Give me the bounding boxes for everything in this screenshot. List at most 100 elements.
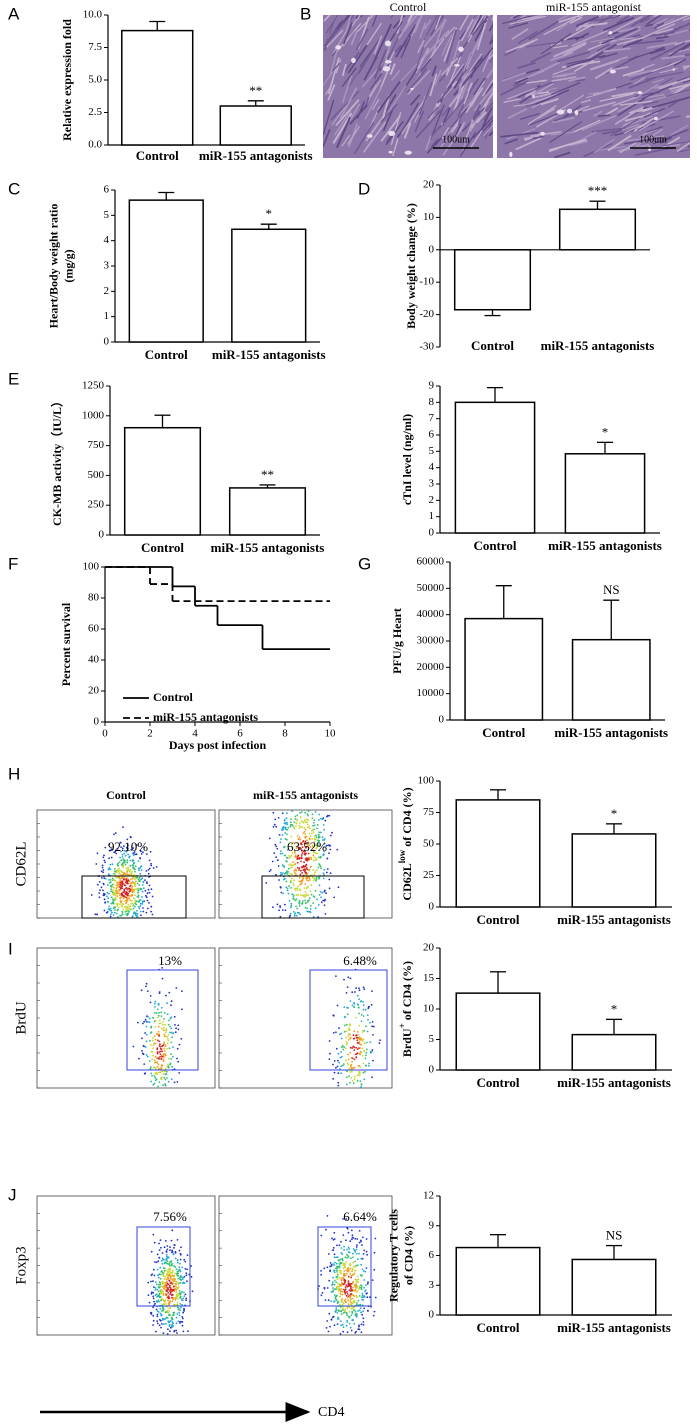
event-dot [144, 879, 146, 881]
event-dot [166, 1290, 168, 1292]
event-dot [128, 906, 131, 908]
y-tick-label: 5 [104, 209, 110, 221]
event-dot [127, 866, 129, 869]
event-dot [172, 1285, 175, 1288]
event-dot [134, 865, 137, 868]
event-dot [145, 896, 148, 899]
fiber [458, 121, 466, 133]
event-dot [139, 903, 142, 905]
event-dot [360, 1331, 363, 1334]
event-dot [318, 813, 321, 816]
event-dot [177, 1284, 180, 1286]
lumen [556, 109, 565, 115]
event-dot [313, 856, 315, 859]
event-dot [361, 1298, 363, 1301]
fiber [590, 37, 615, 43]
event-dot [174, 1257, 177, 1260]
fiber [369, 15, 373, 18]
event-dot [131, 860, 134, 862]
event-dot [343, 1030, 346, 1033]
event-dot [163, 1049, 166, 1052]
event-dot [342, 1234, 345, 1236]
event-dot [176, 1313, 179, 1315]
event-dot [299, 822, 301, 824]
event-dot [315, 836, 318, 839]
event-dot [125, 887, 127, 890]
event-dot [312, 859, 315, 862]
fiber [452, 84, 465, 112]
fiber [659, 136, 672, 144]
fiber [440, 138, 449, 148]
y-tick-label: 7 [429, 412, 435, 424]
event-dot [152, 1280, 154, 1283]
event-dot [340, 1310, 343, 1312]
event-dot [358, 1324, 360, 1327]
fiber [652, 17, 668, 27]
event-dot [340, 1247, 343, 1249]
y-tick-label: 0 [429, 1064, 435, 1076]
event-dot [166, 1309, 169, 1312]
event-dot [360, 1083, 363, 1085]
event-dot [176, 1306, 179, 1309]
event-dot [110, 856, 113, 859]
fiber [486, 67, 493, 79]
event-dot [350, 1301, 352, 1304]
event-dot [286, 856, 289, 859]
event-dot [142, 1053, 145, 1056]
event-dot [168, 1280, 171, 1282]
event-dot [182, 1282, 184, 1285]
event-dot [179, 1278, 181, 1281]
event-dot [340, 1284, 342, 1287]
event-dot [117, 870, 120, 873]
event-dot [297, 893, 300, 896]
event-dot [355, 1037, 358, 1039]
event-dot [312, 851, 315, 854]
fiber [389, 63, 396, 75]
fiber [400, 100, 425, 135]
fiber [373, 23, 393, 61]
event-dot [286, 889, 289, 892]
event-dot [368, 1064, 370, 1067]
event-dot [333, 1324, 336, 1327]
event-dot [300, 860, 302, 863]
legend-label: Control [153, 690, 193, 704]
event-dot [297, 885, 300, 888]
event-dot [353, 1046, 356, 1049]
event-dot [351, 1293, 354, 1296]
event-dot [356, 1278, 359, 1281]
event-dot [325, 1327, 328, 1329]
y-tick-label: 4 [104, 234, 110, 246]
fiber [336, 15, 352, 30]
event-dot [163, 1323, 165, 1325]
event-dot [169, 1063, 172, 1066]
event-dot [90, 894, 93, 896]
event-dot [344, 1266, 347, 1269]
bar [564, 453, 646, 534]
event-dot [150, 1026, 153, 1029]
event-dot [355, 1280, 358, 1283]
event-dot [355, 1246, 358, 1248]
event-dot [296, 835, 299, 837]
event-dot [157, 1068, 160, 1070]
event-dot [176, 1271, 179, 1273]
event-dot [122, 874, 124, 876]
event-dot [344, 1274, 347, 1277]
event-dot [293, 871, 296, 874]
event-dot [122, 871, 125, 874]
fiber [587, 16, 618, 23]
fiber [341, 63, 347, 77]
fiber [563, 104, 582, 118]
event-dot [168, 1307, 171, 1310]
event-dot [345, 1218, 348, 1220]
fiber [552, 44, 568, 49]
event-dot [299, 816, 302, 819]
event-dot [181, 1324, 184, 1327]
event-dot [330, 1318, 333, 1321]
event-dot [297, 844, 300, 846]
event-dot [349, 1037, 352, 1040]
fiber [624, 136, 662, 145]
event-dot [335, 1281, 337, 1283]
event-dot [362, 1253, 365, 1255]
event-dot [362, 986, 365, 989]
event-dot [161, 1289, 164, 1292]
